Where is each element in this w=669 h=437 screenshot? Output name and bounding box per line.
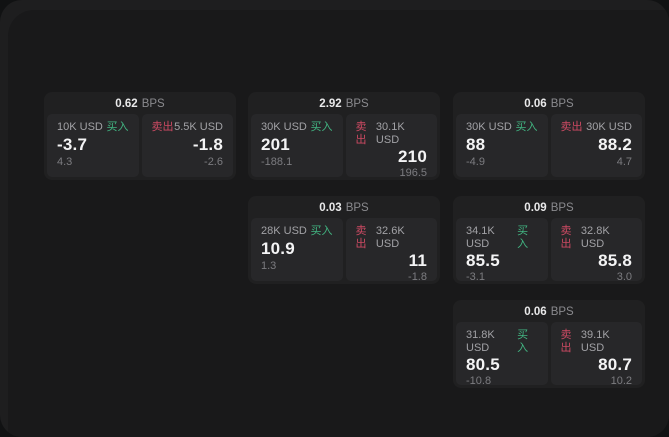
sell-delta: -2.6 [204,156,223,168]
sell-price: 210 [398,147,427,166]
bps-unit-label: BPS [550,306,574,318]
sell-tile[interactable]: 卖出 5.5K USD -1.8 -2.6 [141,114,233,177]
buy-label: 买入 [106,121,129,133]
bps-header: 0.06 BPS [456,303,642,322]
quote-card: 0.06 BPS 30K USD 买入 88 -4.9 卖出 [453,92,645,180]
bps-value: 0.62 [115,98,138,110]
buy-label: 买入 [515,121,538,133]
buy-delta: 4.3 [57,156,73,168]
quote-body: 34.1K USD 买入 85.5 -3.1 卖出 32.8K USD 85.8… [456,218,642,283]
buy-amount: 10K USD [57,121,103,133]
sell-delta: 196.5 [399,167,427,179]
buy-price: 85.5 [466,251,500,270]
quote-body: 30K USD 买入 201 -188.1 卖出 30.1K USD 210 1… [251,114,437,179]
sell-price: 88.2 [598,135,632,154]
sell-tile[interactable]: 卖出 32.6K USD 11 -1.8 [345,218,437,283]
buy-label: 买入 [517,329,529,354]
sell-amount: 39.1K USD [580,329,610,354]
buy-delta: -10.8 [466,375,492,387]
buy-price: -3.7 [57,135,88,154]
bps-value: 0.06 [524,306,547,318]
sell-label: 卖出 [560,225,572,250]
bps-unit-label: BPS [345,98,369,110]
buy-amount: 34.1K USD [466,225,495,250]
sell-amount: 30.1K USD [375,121,405,146]
sell-price: 80.7 [598,355,632,374]
buy-price: 10.9 [261,239,295,258]
sell-tile[interactable]: 卖出 39.1K USD 80.7 10.2 [550,322,642,387]
bps-header: 2.92 BPS [251,95,437,114]
buy-amount: 28K USD [261,225,307,237]
quote-card: 2.92 BPS 30K USD 买入 201 -188.1 卖出 [248,92,440,180]
buy-amount: 31.8K USD [466,329,495,354]
buy-tile[interactable]: 31.8K USD 买入 80.5 -10.8 [456,322,548,387]
bps-value: 0.03 [319,202,342,214]
content-area: 0.62 BPS 10K USD 买入 -3.7 4.3 卖出 [8,10,669,437]
buy-amount: 30K USD [261,121,307,133]
bps-header: 0.62 BPS [47,95,233,114]
bps-unit-label: BPS [550,98,574,110]
sell-label: 卖出 [151,121,174,133]
buy-price: 80.5 [466,355,500,374]
buy-delta: -188.1 [261,156,293,168]
buy-tile[interactable]: 30K USD 买入 201 -188.1 [251,114,343,177]
sell-label: 卖出 [560,329,572,354]
sell-price: -1.8 [192,135,223,154]
sell-tile[interactable]: 卖出 30K USD 88.2 4.7 [550,114,642,177]
sell-amount: 5.5K USD [174,121,223,133]
sell-amount: 32.8K USD [580,225,610,250]
buy-delta: -4.9 [466,156,485,168]
sell-amount: 30K USD [586,121,632,133]
quote-card: 0.06 BPS 31.8K USD 买入 80.5 -10.8 卖 [453,300,645,388]
sell-price: 85.8 [598,251,632,270]
buy-tile[interactable]: 34.1K USD 买入 85.5 -3.1 [456,218,548,283]
buy-label: 买入 [517,225,529,250]
quote-body: 30K USD 买入 88 -4.9 卖出 30K USD 88.2 4.7 [456,114,642,177]
bps-value: 0.09 [524,202,547,214]
sell-delta: 10.2 [610,375,632,387]
buy-delta: 1.3 [261,260,277,272]
buy-label: 买入 [310,225,333,237]
buy-amount: 30K USD [466,121,512,133]
sell-label: 卖出 [560,121,583,133]
sell-tile[interactable]: 卖出 32.8K USD 85.8 3.0 [550,218,642,283]
quote-body: 31.8K USD 买入 80.5 -10.8 卖出 39.1K USD 80.… [456,322,642,387]
buy-tile[interactable]: 28K USD 买入 10.9 1.3 [251,218,343,281]
quote-body: 28K USD 买入 10.9 1.3 卖出 32.6K USD 11 -1.8 [251,218,437,283]
sell-label: 卖出 [355,225,367,250]
sell-amount: 32.6K USD [375,225,405,250]
buy-price: 201 [261,135,290,154]
sell-price: 11 [408,251,427,270]
bps-header: 0.03 BPS [251,199,437,218]
bps-header: 0.06 BPS [456,95,642,114]
bps-unit-label: BPS [345,202,369,214]
quote-card: 0.62 BPS 10K USD 买入 -3.7 4.3 卖出 [44,92,236,180]
quote-body: 10K USD 买入 -3.7 4.3 卖出 5.5K USD -1.8 -2.… [47,114,233,177]
buy-label: 买入 [310,121,333,133]
buy-tile[interactable]: 30K USD 买入 88 -4.9 [456,114,548,177]
buy-tile[interactable]: 10K USD 买入 -3.7 4.3 [47,114,139,177]
bps-value: 2.92 [319,98,342,110]
buy-price: 88 [466,135,486,154]
bps-unit-label: BPS [141,98,165,110]
bps-header: 0.09 BPS [456,199,642,218]
quote-card: 0.03 BPS 28K USD 买入 10.9 1.3 卖出 [248,196,440,284]
buy-delta: -3.1 [466,271,485,283]
quote-card: 0.09 BPS 34.1K USD 买入 85.5 -3.1 卖出 [453,196,645,284]
sell-label: 卖出 [355,121,367,146]
sell-delta: 3.0 [616,271,632,283]
sell-delta: -1.8 [408,271,427,283]
sell-tile[interactable]: 卖出 30.1K USD 210 196.5 [345,114,437,179]
sell-delta: 4.7 [616,156,632,168]
bps-value: 0.06 [524,98,547,110]
bps-unit-label: BPS [550,202,574,214]
